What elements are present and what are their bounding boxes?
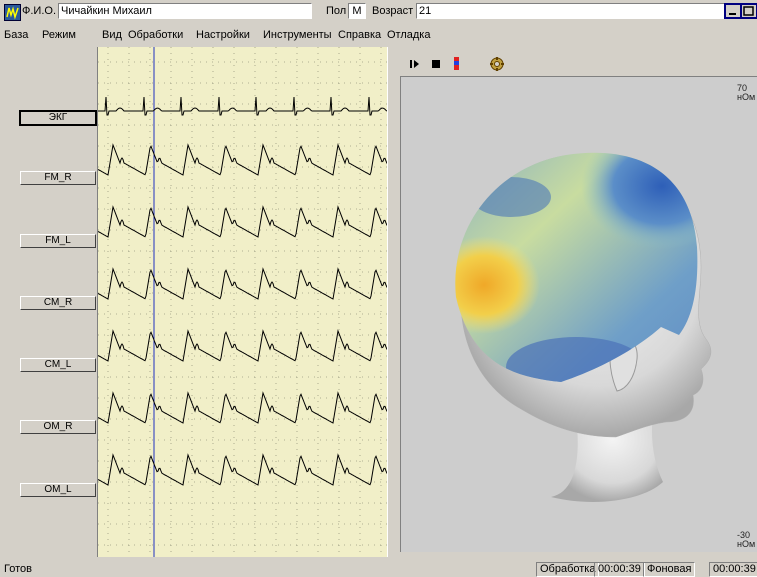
trace-om-r bbox=[97, 391, 389, 424]
app-icon[interactable] bbox=[4, 4, 21, 21]
status-type: Фоновая bbox=[643, 562, 696, 577]
age-field[interactable]: 21 bbox=[416, 3, 754, 19]
channel-fm-l[interactable]: FM_L bbox=[20, 234, 96, 248]
menu-debug[interactable]: Отладка bbox=[387, 29, 431, 41]
channel-cm-r[interactable]: CM_R bbox=[20, 296, 96, 310]
view-toolbar bbox=[405, 56, 525, 72]
status-bar: Готов Обработка 00:00:39 Фоновая 00:00:3… bbox=[0, 560, 757, 577]
channel-om-l[interactable]: OM_L bbox=[20, 483, 96, 497]
scale-min-value: -30 bbox=[737, 530, 751, 540]
menu-bar: База Режим Вид Обработки Настройки Инстр… bbox=[0, 28, 757, 43]
activity-cap bbox=[455, 152, 698, 382]
menu-settings[interactable]: Настройки bbox=[196, 29, 250, 41]
menu-processing[interactable]: Обработки bbox=[128, 29, 184, 41]
sex-label: Пол bbox=[326, 5, 347, 17]
age-label: Возраст bbox=[372, 5, 414, 17]
settings-icon[interactable] bbox=[489, 56, 505, 72]
scale-max-unit: нОм bbox=[737, 92, 756, 102]
3d-head-map-view[interactable]: 70 нОм -30 нОм bbox=[400, 76, 757, 552]
scale-max-value: 70 bbox=[737, 83, 748, 93]
head-map-graphic bbox=[455, 152, 712, 502]
maximize-button[interactable] bbox=[740, 3, 757, 19]
stop-icon[interactable] bbox=[431, 59, 441, 69]
play-icon[interactable] bbox=[409, 59, 421, 69]
app-icon-graphic bbox=[6, 6, 19, 20]
channel-om-r[interactable]: OM_R bbox=[20, 420, 96, 434]
channel-ecg[interactable]: ЭКГ bbox=[19, 110, 97, 126]
sex-field[interactable]: М bbox=[348, 3, 366, 19]
trace-om-l bbox=[97, 453, 389, 486]
title-bar: Ф.И.О. Чичайкин Михаил Пол М Возраст 21 bbox=[0, 0, 757, 28]
trace-cm-l bbox=[97, 329, 389, 362]
scale-min-unit: нОм bbox=[737, 539, 756, 549]
status-time-1: 00:00:39 bbox=[594, 562, 645, 577]
status-ready: Готов bbox=[4, 563, 32, 575]
signal-traces-panel[interactable] bbox=[97, 47, 389, 557]
status-mode: Обработка bbox=[536, 562, 600, 577]
channel-cm-l[interactable]: CM_L bbox=[20, 358, 96, 372]
channel-fm-r[interactable]: FM_R bbox=[20, 171, 96, 185]
menu-mode[interactable]: Режим bbox=[42, 29, 76, 41]
trace-cm-r bbox=[97, 267, 389, 300]
color-scale-icon[interactable] bbox=[452, 57, 462, 71]
fio-field[interactable]: Чичайкин Михаил bbox=[58, 3, 312, 19]
menu-view[interactable]: Вид bbox=[102, 29, 122, 41]
menu-help[interactable]: Справка bbox=[338, 29, 382, 41]
trace-fm-r bbox=[97, 143, 389, 176]
trace-fm-l bbox=[97, 205, 389, 238]
trace-ecg bbox=[98, 96, 388, 116]
signal-traces bbox=[97, 47, 389, 557]
minimize-icon bbox=[729, 13, 736, 15]
status-time-2: 00:00:39 bbox=[709, 562, 757, 577]
menu-tools[interactable]: Инструменты bbox=[263, 29, 332, 41]
fio-label: Ф.И.О. bbox=[22, 5, 56, 17]
menu-base[interactable]: База bbox=[4, 29, 29, 41]
maximize-icon bbox=[743, 6, 754, 16]
